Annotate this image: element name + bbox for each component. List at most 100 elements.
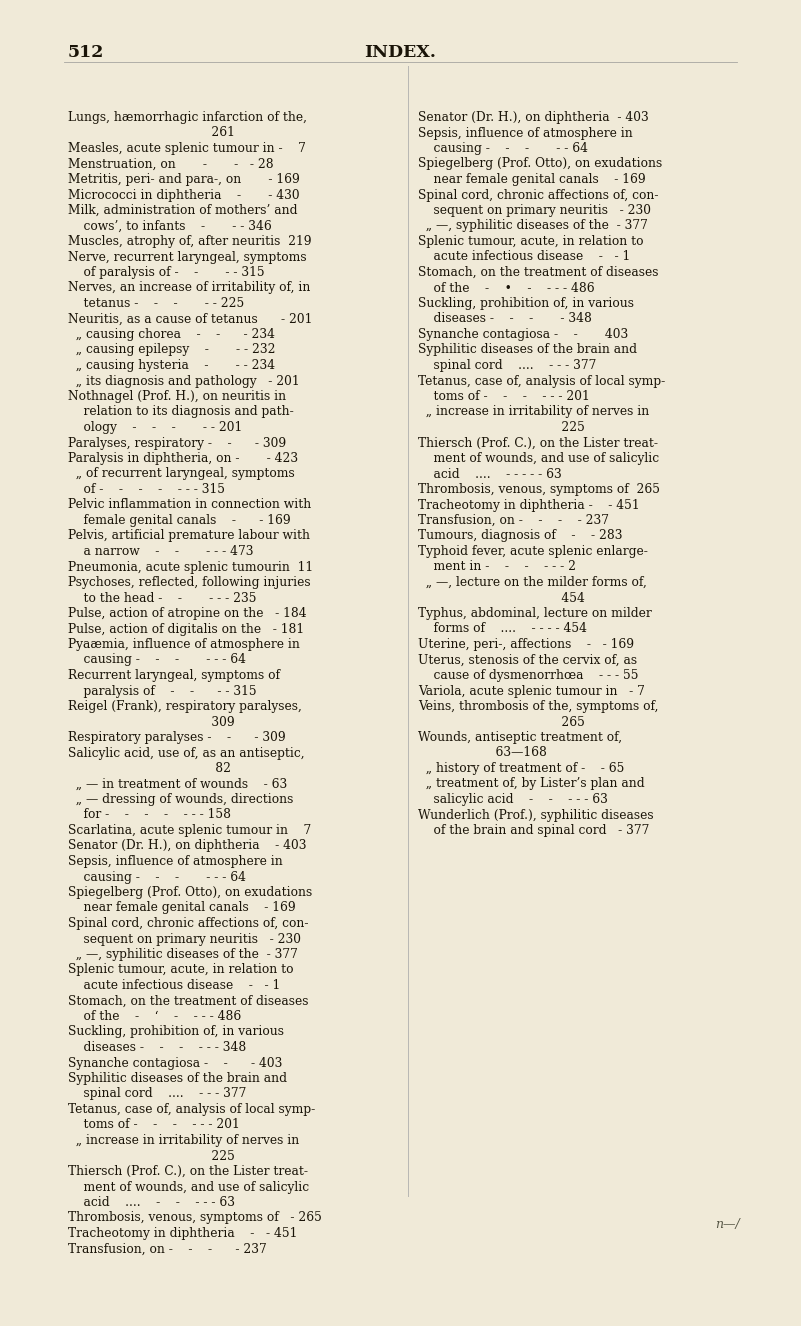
Text: salicylic acid    -    -    - - - 63: salicylic acid - - - - - 63 (418, 793, 608, 806)
Text: Syphilitic diseases of the brain and: Syphilitic diseases of the brain and (68, 1071, 287, 1085)
Text: „ increase in irritability of nerves in: „ increase in irritability of nerves in (68, 1134, 300, 1147)
Text: near female genital canals    - 169: near female genital canals - 169 (418, 172, 646, 186)
Text: Senator (Dr. H.), on diphtheria    - 403: Senator (Dr. H.), on diphtheria - 403 (68, 839, 307, 853)
Text: Suckling, prohibition of, in various: Suckling, prohibition of, in various (418, 297, 634, 310)
Text: „ causing epilepsy    -       - - 232: „ causing epilepsy - - - 232 (68, 343, 276, 357)
Text: diseases -    -    -       - 348: diseases - - - - 348 (418, 313, 592, 325)
Text: sequent on primary neuritis   - 230: sequent on primary neuritis - 230 (418, 204, 651, 217)
Text: „ of recurrent laryngeal, symptoms: „ of recurrent laryngeal, symptoms (68, 468, 295, 480)
Text: Measles, acute splenic tumour in -    7: Measles, acute splenic tumour in - 7 (68, 142, 306, 155)
Text: „ —, syphilitic diseases of the  - 377: „ —, syphilitic diseases of the - 377 (68, 948, 298, 961)
Text: „ its diagnosis and pathology   - 201: „ its diagnosis and pathology - 201 (68, 374, 300, 387)
Text: Neuritis, as a cause of tetanus      - 201: Neuritis, as a cause of tetanus - 201 (68, 313, 312, 325)
Text: Pneumonia, acute splenic tumourin  11: Pneumonia, acute splenic tumourin 11 (68, 561, 313, 574)
Text: 261: 261 (68, 126, 235, 139)
Text: Tetanus, case of, analysis of local symp-: Tetanus, case of, analysis of local symp… (68, 1103, 316, 1116)
Text: relation to its diagnosis and path-: relation to its diagnosis and path- (68, 406, 294, 419)
Text: acid    ....    -    -    - - - 63: acid .... - - - - - 63 (68, 1196, 235, 1209)
Text: Nerve, recurrent laryngeal, symptoms: Nerve, recurrent laryngeal, symptoms (68, 251, 307, 264)
Text: female genital canals    -      - 169: female genital canals - - 169 (68, 514, 291, 526)
Text: Lungs, hæmorrhagic infarction of the,: Lungs, hæmorrhagic infarction of the, (68, 111, 307, 125)
Text: Thiersch (Prof. C.), on the Lister treat-: Thiersch (Prof. C.), on the Lister treat… (68, 1166, 308, 1177)
Text: Transfusion, on -    -    -      - 237: Transfusion, on - - - - 237 (68, 1242, 267, 1256)
Text: Tumours, diagnosis of    -    - 283: Tumours, diagnosis of - - 283 (418, 529, 622, 542)
Text: Thiersch (Prof. C.), on the Lister treat-: Thiersch (Prof. C.), on the Lister treat… (418, 436, 658, 450)
Text: 454: 454 (418, 591, 585, 605)
Text: of the brain and spinal cord   - 377: of the brain and spinal cord - 377 (418, 823, 650, 837)
Text: 225: 225 (68, 1150, 235, 1163)
Text: Paralysis in diphtheria, on -       - 423: Paralysis in diphtheria, on - - 423 (68, 452, 298, 465)
Text: Pulse, action of atropine on the   - 184: Pulse, action of atropine on the - 184 (68, 607, 307, 621)
Text: Wounds, antiseptic treatment of,: Wounds, antiseptic treatment of, (418, 731, 622, 744)
Text: Stomach, on the treatment of diseases: Stomach, on the treatment of diseases (418, 267, 658, 278)
Text: „ history of treatment of -    - 65: „ history of treatment of - - 65 (418, 762, 624, 774)
Text: spinal cord    ....    - - - 377: spinal cord .... - - - 377 (68, 1087, 247, 1101)
Text: Micrococci in diphtheria    -       - 430: Micrococci in diphtheria - - 430 (68, 188, 300, 202)
Text: Synanche contagiosa -    -       403: Synanche contagiosa - - 403 (418, 328, 628, 341)
Text: Syphilitic diseases of the brain and: Syphilitic diseases of the brain and (418, 343, 637, 357)
Text: Typhoid fever, acute splenic enlarge-: Typhoid fever, acute splenic enlarge- (418, 545, 648, 558)
Text: Spinal cord, chronic affections of, con-: Spinal cord, chronic affections of, con- (418, 188, 658, 202)
Text: Pyaæmia, influence of atmosphere in: Pyaæmia, influence of atmosphere in (68, 638, 300, 651)
Text: Respiratory paralyses -    -      - 309: Respiratory paralyses - - - 309 (68, 731, 286, 744)
Text: of the    -    ‘    -    - - - 486: of the - ‘ - - - - 486 (68, 1010, 241, 1022)
Text: acute infectious disease    -   - 1: acute infectious disease - - 1 (418, 251, 630, 264)
Text: Recurrent laryngeal, symptoms of: Recurrent laryngeal, symptoms of (68, 670, 280, 682)
Text: Menstruation, on       -       -   - 28: Menstruation, on - - - 28 (68, 158, 274, 171)
Text: near female genital canals    - 169: near female genital canals - 169 (68, 902, 296, 915)
Text: Synanche contagiosa -    -      - 403: Synanche contagiosa - - - 403 (68, 1057, 283, 1070)
Text: Scarlatina, acute splenic tumour in    7: Scarlatina, acute splenic tumour in 7 (68, 823, 312, 837)
Text: Senator (Dr. H.), on diphtheria  - 403: Senator (Dr. H.), on diphtheria - 403 (418, 111, 649, 125)
Text: 82: 82 (68, 762, 231, 774)
Text: Spinal cord, chronic affections of, con-: Spinal cord, chronic affections of, con- (68, 918, 308, 930)
Text: Tracheotomy in diphtheria    -   - 451: Tracheotomy in diphtheria - - 451 (68, 1227, 297, 1240)
Text: tetanus -    -    -       - - 225: tetanus - - - - - 225 (68, 297, 244, 310)
Text: Milk, administration of mothers’ and: Milk, administration of mothers’ and (68, 204, 297, 217)
Text: Nerves, an increase of irritability of, in: Nerves, an increase of irritability of, … (68, 281, 310, 294)
Text: ology    -    -    -       - - 201: ology - - - - - 201 (68, 420, 242, 434)
Text: toms of -    -    -    - - - 201: toms of - - - - - - 201 (68, 1119, 239, 1131)
Text: cows’, to infants    -       - - 346: cows’, to infants - - - 346 (68, 220, 272, 232)
Text: Veins, thrombosis of the, symptoms of,: Veins, thrombosis of the, symptoms of, (418, 700, 658, 713)
Text: Tetanus, case of, analysis of local symp-: Tetanus, case of, analysis of local symp… (418, 374, 666, 387)
Text: spinal cord    ....    - - - 377: spinal cord .... - - - 377 (418, 359, 597, 373)
Text: „ — dressing of wounds, directions: „ — dressing of wounds, directions (68, 793, 293, 806)
Text: Thrombosis, venous, symptoms of   - 265: Thrombosis, venous, symptoms of - 265 (68, 1212, 322, 1224)
Text: 63—168: 63—168 (418, 747, 547, 760)
Text: Uterine, peri-, affections    -   - 169: Uterine, peri-, affections - - 169 (418, 638, 634, 651)
Text: Pelvis, artificial premature labour with: Pelvis, artificial premature labour with (68, 529, 310, 542)
Text: „ —, syphilitic diseases of the  - 377: „ —, syphilitic diseases of the - 377 (418, 220, 648, 232)
Text: of -    -    -    -    - - - 315: of - - - - - - - 315 (68, 483, 225, 496)
Text: Tracheotomy in diphtheria -    - 451: Tracheotomy in diphtheria - - 451 (418, 499, 640, 512)
Text: Wunderlich (Prof.), syphilitic diseases: Wunderlich (Prof.), syphilitic diseases (418, 809, 654, 822)
Text: „ treatment of, by Lister’s plan and: „ treatment of, by Lister’s plan and (418, 777, 645, 790)
Text: Metritis, peri- and para-, on       - 169: Metritis, peri- and para-, on - 169 (68, 172, 300, 186)
Text: toms of -    -    -    - - - 201: toms of - - - - - - 201 (418, 390, 590, 403)
Text: 265: 265 (418, 716, 585, 728)
Text: Sepsis, influence of atmosphere in: Sepsis, influence of atmosphere in (418, 126, 633, 139)
Text: Pulse, action of digitalis on the   - 181: Pulse, action of digitalis on the - 181 (68, 622, 304, 635)
Text: of the    -    •    -    - - - 486: of the - • - - - - 486 (418, 281, 594, 294)
Text: sequent on primary neuritis   - 230: sequent on primary neuritis - 230 (68, 932, 301, 945)
Text: of paralysis of -    -       - - 315: of paralysis of - - - - 315 (68, 267, 264, 278)
Text: n—/: n—/ (715, 1219, 740, 1231)
Text: ment in -    -    -    - - - 2: ment in - - - - - - 2 (418, 561, 576, 574)
Text: forms of    ....    - - - - 454: forms of .... - - - - 454 (418, 622, 587, 635)
Text: „ causing hysteria    -       - - 234: „ causing hysteria - - - 234 (68, 359, 275, 373)
Text: 309: 309 (68, 716, 235, 728)
Text: Pelvic inflammation in connection with: Pelvic inflammation in connection with (68, 499, 312, 512)
Text: Nothnagel (Prof. H.), on neuritis in: Nothnagel (Prof. H.), on neuritis in (68, 390, 286, 403)
Text: INDEX.: INDEX. (364, 44, 436, 61)
Text: Salicylic acid, use of, as an antiseptic,: Salicylic acid, use of, as an antiseptic… (68, 747, 304, 760)
Text: Spiegelberg (Prof. Otto), on exudations: Spiegelberg (Prof. Otto), on exudations (418, 158, 662, 171)
Text: Uterus, stenosis of the cervix of, as: Uterus, stenosis of the cervix of, as (418, 654, 637, 667)
Text: acid    ....    - - - - - 63: acid .... - - - - - 63 (418, 468, 562, 480)
Text: to the head -    -       - - - 235: to the head - - - - - 235 (68, 591, 256, 605)
Text: Psychoses, reflected, following injuries: Psychoses, reflected, following injuries (68, 575, 311, 589)
Text: ment of wounds, and use of salicylic: ment of wounds, and use of salicylic (68, 1180, 309, 1193)
Text: causing -    -    -       - - - 64: causing - - - - - - 64 (68, 870, 246, 883)
Text: Splenic tumour, acute, in relation to: Splenic tumour, acute, in relation to (68, 964, 293, 976)
Text: a narrow    -    -       - - - 473: a narrow - - - - - 473 (68, 545, 253, 558)
Text: causing -    -    -       - - - 64: causing - - - - - - 64 (68, 654, 246, 667)
Text: 225: 225 (418, 420, 585, 434)
